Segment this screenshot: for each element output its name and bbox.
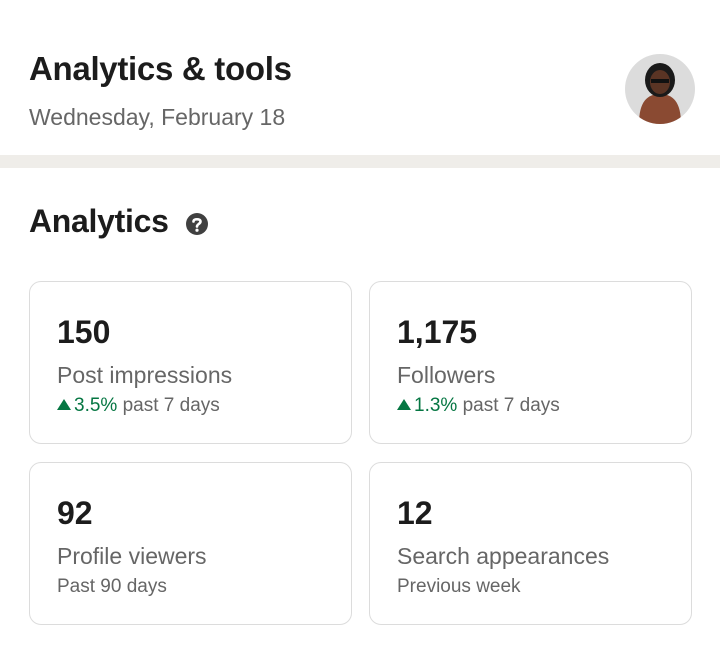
- stat-footnote: 3.5% past 7 days: [57, 395, 220, 417]
- stat-card[interactable]: 12 Search appearances Previous week: [369, 462, 692, 625]
- trend-up-icon: [57, 399, 71, 410]
- divider: [0, 155, 720, 168]
- stat-card[interactable]: 92 Profile viewers Past 90 days: [29, 462, 352, 625]
- stat-value: 92: [57, 495, 93, 531]
- stat-label: Search appearances: [397, 543, 610, 569]
- stat-label: Followers: [397, 362, 496, 388]
- help-icon[interactable]: [185, 212, 209, 236]
- stat-card[interactable]: 1,175 Followers 1.3% past 7 days: [369, 281, 692, 444]
- stat-change: 1.3%: [414, 395, 458, 416]
- stat-value: 1,175: [397, 314, 478, 350]
- stat-change: 3.5%: [74, 395, 118, 416]
- stat-period: past 7 days: [462, 395, 560, 416]
- avatar[interactable]: [625, 54, 695, 124]
- stat-footnote: Previous week: [397, 576, 521, 598]
- section-title: Analytics: [29, 203, 169, 239]
- stat-footnote: 1.3% past 7 days: [397, 395, 560, 417]
- stat-period: Previous week: [397, 576, 521, 597]
- stat-period: past 7 days: [122, 395, 220, 416]
- stat-card[interactable]: 150 Post impressions 3.5% past 7 days: [29, 281, 352, 444]
- stat-period: Past 90 days: [57, 576, 167, 597]
- stat-value: 12: [397, 495, 433, 531]
- stat-label: Profile viewers: [57, 543, 207, 569]
- stat-value: 150: [57, 314, 111, 350]
- page-title: Analytics & tools: [29, 50, 292, 87]
- trend-up-icon: [397, 399, 411, 410]
- stat-footnote: Past 90 days: [57, 576, 167, 598]
- stat-label: Post impressions: [57, 362, 233, 388]
- date: Wednesday, February 18: [29, 104, 286, 130]
